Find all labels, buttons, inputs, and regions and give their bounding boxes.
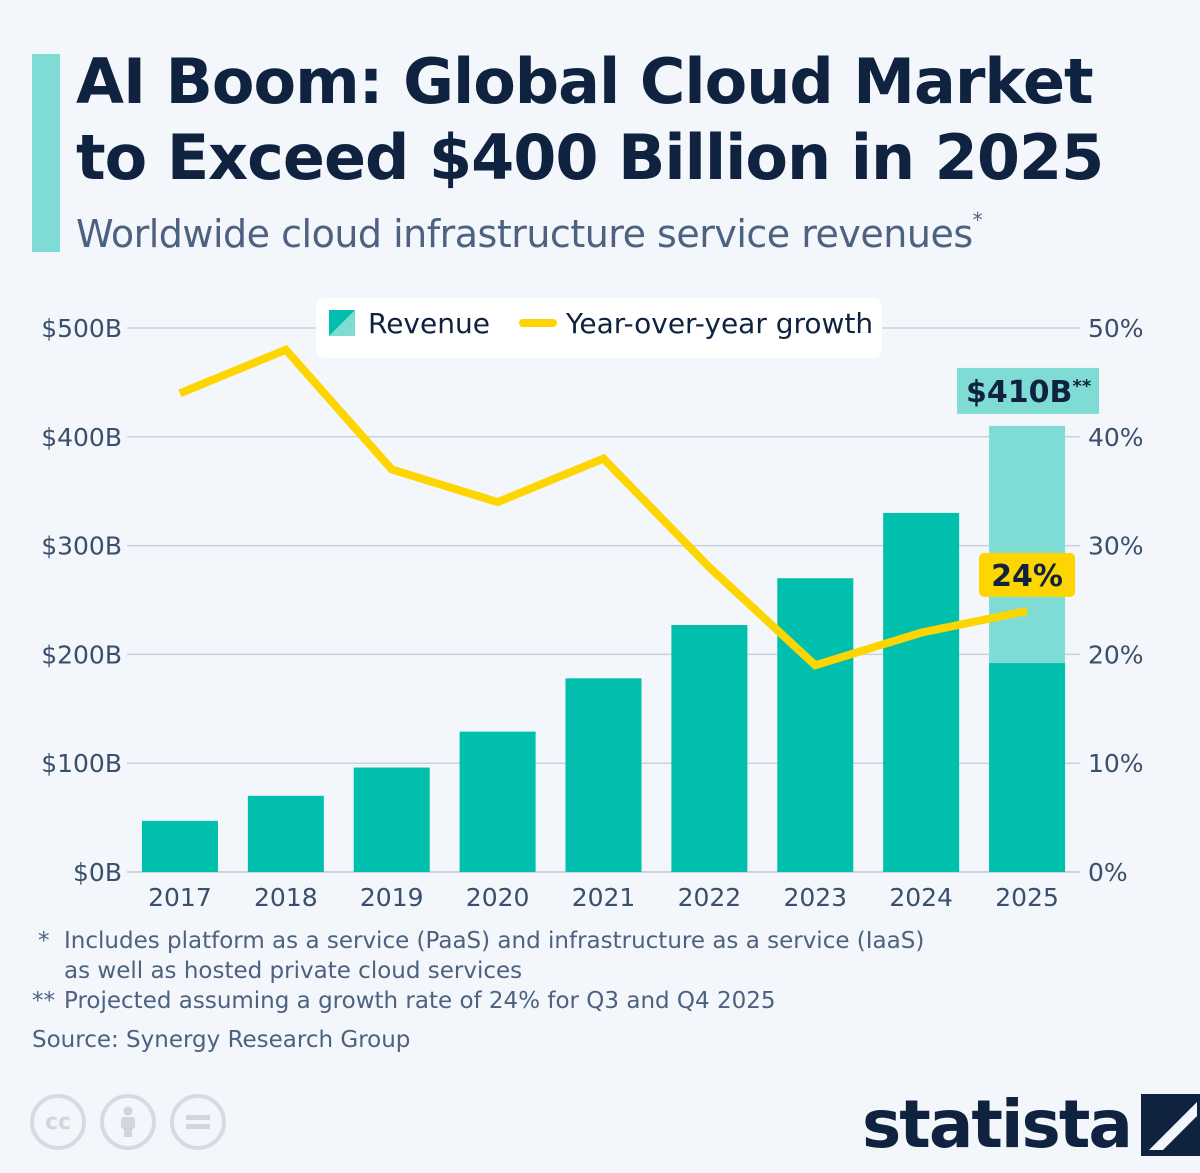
right-axis-tick-label: 20% [1088, 640, 1144, 669]
chart-title: AI Boom: Global Cloud Market to Exceed $… [76, 45, 1104, 194]
legend-revenue-swatch-projected [329, 310, 355, 336]
axis-ticks: $0B $100B $200B $300B $400B $500B 0% 10% 20% 30% 4… [41, 314, 1143, 912]
footnote-1: * Includes platform as a service (PaaS) … [32, 926, 1032, 986]
x-axis-tick-label: 2021 [572, 883, 636, 912]
revenue-bar [565, 678, 642, 872]
revenue-bar [883, 512, 960, 872]
revenue-bar [671, 625, 748, 872]
brand-name: statista [862, 1086, 1133, 1163]
legend: Revenue Year-over-year growth [316, 298, 882, 358]
no-derivatives-icon[interactable] [170, 1094, 226, 1150]
statista-logo-icon [1140, 1094, 1200, 1156]
source-text: Source: Synergy Research Group [32, 1027, 411, 1053]
left-axis-tick-label: $400B [41, 423, 122, 452]
revenue-bar-actual [989, 663, 1066, 872]
bar-value-label-bg [957, 367, 1100, 414]
statista-logo[interactable]: statista [862, 1090, 1200, 1160]
right-axis-tick-label: 50% [1088, 314, 1144, 343]
x-axis-tick-label: 2022 [678, 883, 742, 912]
line-value-label-bg [979, 552, 1076, 597]
x-axis-tick-label: 2020 [466, 883, 530, 912]
legend-growth-label: Year-over-year growth [565, 307, 873, 340]
footnotes: * Includes platform as a service (PaaS) … [32, 926, 1032, 1055]
left-axis-tick-label: $0B [73, 858, 122, 887]
footnote-1-line-2: as well as hosted private cloud services [64, 958, 523, 984]
x-axis-tick-label: 2019 [360, 883, 424, 912]
subtitle-footnote-mark: * [972, 208, 983, 233]
left-axis-tick-label: $100B [41, 749, 122, 778]
legend-box [316, 298, 882, 358]
bar-value-label-mark: ** [1072, 376, 1091, 397]
attribution-icon[interactable] [100, 1094, 156, 1150]
license-icons: cc [30, 1094, 226, 1150]
footnote-2-text: Projected assuming a growth rate of 24% … [64, 988, 776, 1014]
revenue-bar [353, 767, 430, 872]
legend-revenue-label: Revenue [368, 307, 490, 340]
revenue-bar [247, 795, 324, 872]
left-axis-tick-label: $300B [41, 532, 122, 561]
annotations: $410B** 24% [957, 367, 1100, 597]
footnote-2-mark: ** [32, 988, 55, 1014]
chart: $0B $100B $200B $300B $400B $500B 0% 10% 20% 30% 4… [41, 298, 1144, 912]
footnote-2: ** Projected assuming a growth rate of 2… [32, 986, 1032, 1016]
left-axis-tick-label: $500B [41, 314, 122, 343]
chart-subtitle: Worldwide cloud infrastructure service r… [76, 208, 983, 256]
growth-line-group [178, 344, 1028, 670]
bar-value-label: $410B** [966, 375, 1092, 410]
footnote-1-line-1: Includes platform as a service (PaaS) an… [64, 928, 925, 954]
growth-line [178, 344, 1028, 670]
left-axis-tick-label: $200B [41, 640, 122, 669]
x-axis-tick-label: 2017 [148, 883, 212, 912]
x-axis-tick-label: 2023 [783, 883, 847, 912]
revenue-bars [141, 425, 1066, 872]
right-axis-tick-label: 30% [1088, 532, 1144, 561]
revenue-bar [459, 731, 536, 872]
footnote-1-text: Includes platform as a service (PaaS) an… [64, 926, 1032, 986]
creative-commons-icon[interactable]: cc [30, 1094, 86, 1150]
x-axis-tick-label: 2024 [889, 883, 953, 912]
x-axis-tick-label: 2018 [254, 883, 318, 912]
revenue-bar [777, 578, 854, 872]
right-axis-tick-label: 40% [1088, 423, 1144, 452]
subtitle-text: Worldwide cloud infrastructure service r… [76, 212, 973, 256]
x-axis-tick-label: 2025 [995, 883, 1059, 912]
line-value-label: 24% [991, 559, 1063, 594]
footnote-1-mark: * [38, 928, 50, 954]
title-accent-bar [32, 54, 60, 252]
right-axis-tick-label: 10% [1088, 749, 1144, 778]
revenue-bar [141, 820, 218, 872]
right-axis-tick-label: 0% [1088, 858, 1128, 887]
